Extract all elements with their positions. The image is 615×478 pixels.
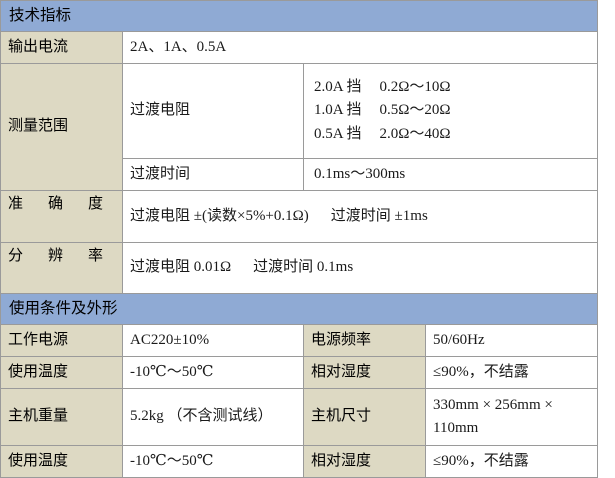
value-accuracy: 过渡电阻 ±(读数×5%+0.1Ω) 过渡时间 ±1ms — [121, 190, 599, 243]
range-2a: 0.2Ω～10Ω — [379, 79, 451, 96]
value-transition-time: 0.1ms～300ms — [302, 158, 599, 192]
gear-1a: 1.0A 挡 — [314, 102, 362, 119]
resolution-resistance: 过渡电阻 0.01Ω — [130, 259, 232, 276]
section-header-conditions: 使用条件及外形 — [0, 293, 599, 326]
table-row-accuracy: 准确度 过渡电阻 ±(读数×5%+0.1Ω) 过渡时间 ±1ms — [0, 190, 599, 243]
section-header-technical: 技术指标 — [0, 0, 599, 33]
table-row-transition-resistance: 测量范围 过渡电阻 2.0A 挡 0.2Ω～10Ω 1.0A 挡 0.5Ω～20Ω … — [0, 63, 599, 192]
table-row-conditions-header: 使用条件及外形 — [0, 293, 599, 326]
value-relative-humidity: ≤90%，不结露 — [424, 356, 599, 390]
value-operating-temperature: -10℃～50℃ — [122, 356, 304, 390]
label-operating-temperature: 使用温度 — [0, 356, 123, 390]
accuracy-resistance: 过渡电阻 ±(读数×5%+0.1Ω) — [130, 207, 309, 224]
table-row-transition-time: 过渡时间 0.1ms～300ms — [1, 158, 599, 192]
table-row-weight-dimensions: 主机重量 5.2kg （不含测试线） 主机尺寸 330mm × 256mm × … — [0, 388, 599, 447]
value-operating-temperature-2: -10℃～50℃ — [122, 445, 304, 478]
accuracy-time: 过渡时间 ±1ms — [330, 207, 428, 224]
label-transition-resistance: 过渡电阻 — [122, 63, 304, 160]
label-relative-humidity: 相对湿度 — [303, 356, 426, 390]
label-unit-dimensions: 主机尺寸 — [303, 388, 426, 447]
label-relative-humidity-2: 相对湿度 — [303, 445, 426, 478]
label-resolution-text: 分辨率 — [8, 247, 103, 264]
table-row-operating-temperature-2: 使用温度 -10℃～50℃ 相对湿度 ≤90%，不结露 — [0, 445, 599, 478]
label-transition-time: 过渡时间 — [122, 158, 304, 192]
value-power-frequency: 50/60Hz — [424, 324, 599, 358]
specification-table: 技术指标 输出电流 2A、1A、0.5A 测量范围 过渡电阻 2.0A 挡 0.2… — [0, 0, 599, 478]
value-unit-dimensions: 330mm × 256mm × 110mm — [424, 388, 599, 447]
label-power-frequency: 电源频率 — [303, 324, 426, 358]
label-output-current: 输出电流 — [0, 31, 123, 65]
label-working-power: 工作电源 — [0, 324, 123, 358]
gear-05a: 0.5A 挡 — [314, 125, 362, 142]
value-working-power: AC220±10% — [122, 324, 304, 358]
value-resolution: 过渡电阻 0.01Ω 过渡时间 0.1ms — [121, 241, 599, 295]
label-resolution: 分辨率 — [0, 241, 123, 295]
range-line-05a: 0.5A 挡 2.0Ω～40Ω — [314, 123, 590, 146]
resolution-time: 过渡时间 0.1ms — [253, 259, 354, 276]
label-accuracy: 准确度 — [0, 190, 123, 243]
value-relative-humidity-2: ≤90%，不结露 — [424, 445, 599, 478]
label-operating-temperature-2: 使用温度 — [0, 445, 123, 478]
table-row-output-current: 输出电流 2A、1A、0.5A — [0, 31, 599, 65]
range-05a: 2.0Ω～40Ω — [379, 125, 451, 142]
range-line-2a: 2.0A 挡 0.2Ω～10Ω — [314, 76, 590, 99]
value-unit-weight: 5.2kg （不含测试线） — [122, 388, 304, 447]
gear-2a: 2.0A 挡 — [314, 79, 362, 96]
table-row-operating-temperature: 使用温度 -10℃～50℃ 相对湿度 ≤90%，不结露 — [0, 356, 599, 390]
table-row-technical-header: 技术指标 — [0, 0, 599, 33]
range-1a: 0.5Ω～20Ω — [379, 102, 451, 119]
label-measure-range: 测量范围 — [0, 63, 123, 192]
label-accuracy-text: 准确度 — [8, 196, 103, 213]
value-output-current: 2A、1A、0.5A — [121, 31, 599, 65]
label-unit-weight: 主机重量 — [0, 388, 123, 447]
table-row-power-supply: 工作电源 AC220±10% 电源频率 50/60Hz — [0, 324, 599, 358]
range-line-1a: 1.0A 挡 0.5Ω～20Ω — [314, 99, 590, 122]
value-transition-resistance-ranges: 2.0A 挡 0.2Ω～10Ω 1.0A 挡 0.5Ω～20Ω 0.5A 挡 2.0Ω… — [302, 63, 599, 160]
table-row-resolution: 分辨率 过渡电阻 0.01Ω 过渡时间 0.1ms — [0, 241, 599, 295]
